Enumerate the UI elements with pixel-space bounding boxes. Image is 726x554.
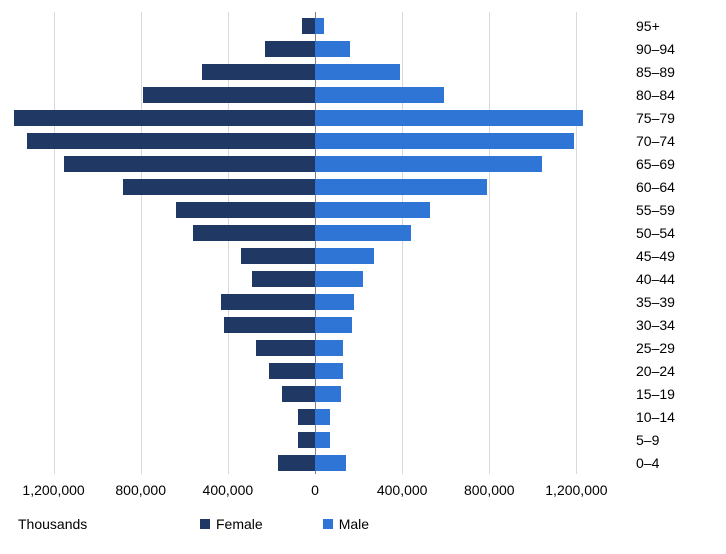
x-tick-label: 800,000 bbox=[115, 482, 166, 498]
bar-male bbox=[315, 340, 343, 356]
gridline bbox=[228, 12, 229, 474]
bar-male bbox=[315, 317, 352, 333]
legend: Female Male bbox=[200, 516, 369, 532]
bar-male bbox=[315, 455, 346, 471]
bar-male bbox=[315, 202, 430, 218]
gridline bbox=[576, 12, 577, 474]
age-group-label: 90–94 bbox=[636, 41, 675, 57]
legend-label-female: Female bbox=[216, 516, 263, 532]
bar-male bbox=[315, 225, 411, 241]
x-tick-label: 800,000 bbox=[464, 482, 515, 498]
x-tick-label: 400,000 bbox=[377, 482, 428, 498]
age-group-label: 80–84 bbox=[636, 87, 675, 103]
age-group-label: 75–79 bbox=[636, 110, 675, 126]
bar-female bbox=[123, 179, 315, 195]
age-group-label: 65–69 bbox=[636, 156, 675, 172]
age-group-label: 60–64 bbox=[636, 179, 675, 195]
bar-female bbox=[221, 294, 315, 310]
bar-male bbox=[315, 271, 363, 287]
legend-swatch-female bbox=[200, 519, 210, 529]
bar-female bbox=[202, 64, 315, 80]
age-group-label: 50–54 bbox=[636, 225, 675, 241]
age-group-label: 30–34 bbox=[636, 317, 675, 333]
bar-female bbox=[176, 202, 315, 218]
bar-male bbox=[315, 294, 354, 310]
age-group-label: 35–39 bbox=[636, 294, 675, 310]
legend-item-female: Female bbox=[200, 516, 263, 532]
bar-male bbox=[315, 41, 350, 57]
age-group-label: 25–29 bbox=[636, 340, 675, 356]
age-group-label: 55–59 bbox=[636, 202, 675, 218]
bar-male bbox=[315, 248, 374, 264]
gridline bbox=[402, 12, 403, 474]
bar-female bbox=[224, 317, 316, 333]
bar-female bbox=[252, 271, 315, 287]
bar-female bbox=[278, 455, 315, 471]
gridline bbox=[489, 12, 490, 474]
plot-area bbox=[10, 12, 620, 474]
bar-female bbox=[14, 110, 315, 126]
gridline bbox=[54, 12, 55, 474]
bar-female bbox=[298, 409, 315, 425]
age-group-label: 45–49 bbox=[636, 248, 675, 264]
bar-female bbox=[143, 87, 315, 103]
bar-male bbox=[315, 110, 583, 126]
bar-female bbox=[269, 363, 315, 379]
age-group-label: 10–14 bbox=[636, 409, 675, 425]
bar-male bbox=[315, 133, 574, 149]
age-group-label: 95+ bbox=[636, 18, 660, 34]
age-group-label: 40–44 bbox=[636, 271, 675, 287]
x-tick-label: 1,200,000 bbox=[22, 482, 84, 498]
bar-female bbox=[27, 133, 315, 149]
bar-male bbox=[315, 386, 341, 402]
age-group-label: 0–4 bbox=[636, 455, 659, 471]
age-group-label: 20–24 bbox=[636, 363, 675, 379]
gridline bbox=[141, 12, 142, 474]
bar-male bbox=[315, 363, 343, 379]
center-axis-line bbox=[315, 12, 316, 474]
bar-male bbox=[315, 18, 324, 34]
bar-female bbox=[298, 432, 315, 448]
bar-male bbox=[315, 409, 330, 425]
bar-male bbox=[315, 87, 444, 103]
legend-swatch-male bbox=[323, 519, 333, 529]
age-group-label: 70–74 bbox=[636, 133, 675, 149]
bar-female bbox=[241, 248, 315, 264]
age-group-label: 85–89 bbox=[636, 64, 675, 80]
population-pyramid-chart: 95+ 90–94 85–89 80–84 75–79 70–74 65–69 60–64 55… bbox=[0, 0, 726, 554]
bar-female bbox=[265, 41, 315, 57]
bar-male bbox=[315, 432, 330, 448]
bar-male bbox=[315, 156, 542, 172]
legend-item-male: Male bbox=[323, 516, 369, 532]
bar-male bbox=[315, 64, 400, 80]
bar-female bbox=[193, 225, 315, 241]
age-group-label: 5–9 bbox=[636, 432, 659, 448]
age-group-label: 15–19 bbox=[636, 386, 675, 402]
x-axis-title: Thousands bbox=[18, 516, 87, 532]
bar-female bbox=[64, 156, 315, 172]
bar-female bbox=[282, 386, 315, 402]
bar-male bbox=[315, 179, 487, 195]
bar-female bbox=[256, 340, 315, 356]
x-tick-label: 0 bbox=[311, 482, 319, 498]
x-tick-label: 1,200,000 bbox=[545, 482, 607, 498]
bar-female bbox=[302, 18, 315, 34]
legend-label-male: Male bbox=[339, 516, 369, 532]
x-tick-label: 400,000 bbox=[203, 482, 254, 498]
